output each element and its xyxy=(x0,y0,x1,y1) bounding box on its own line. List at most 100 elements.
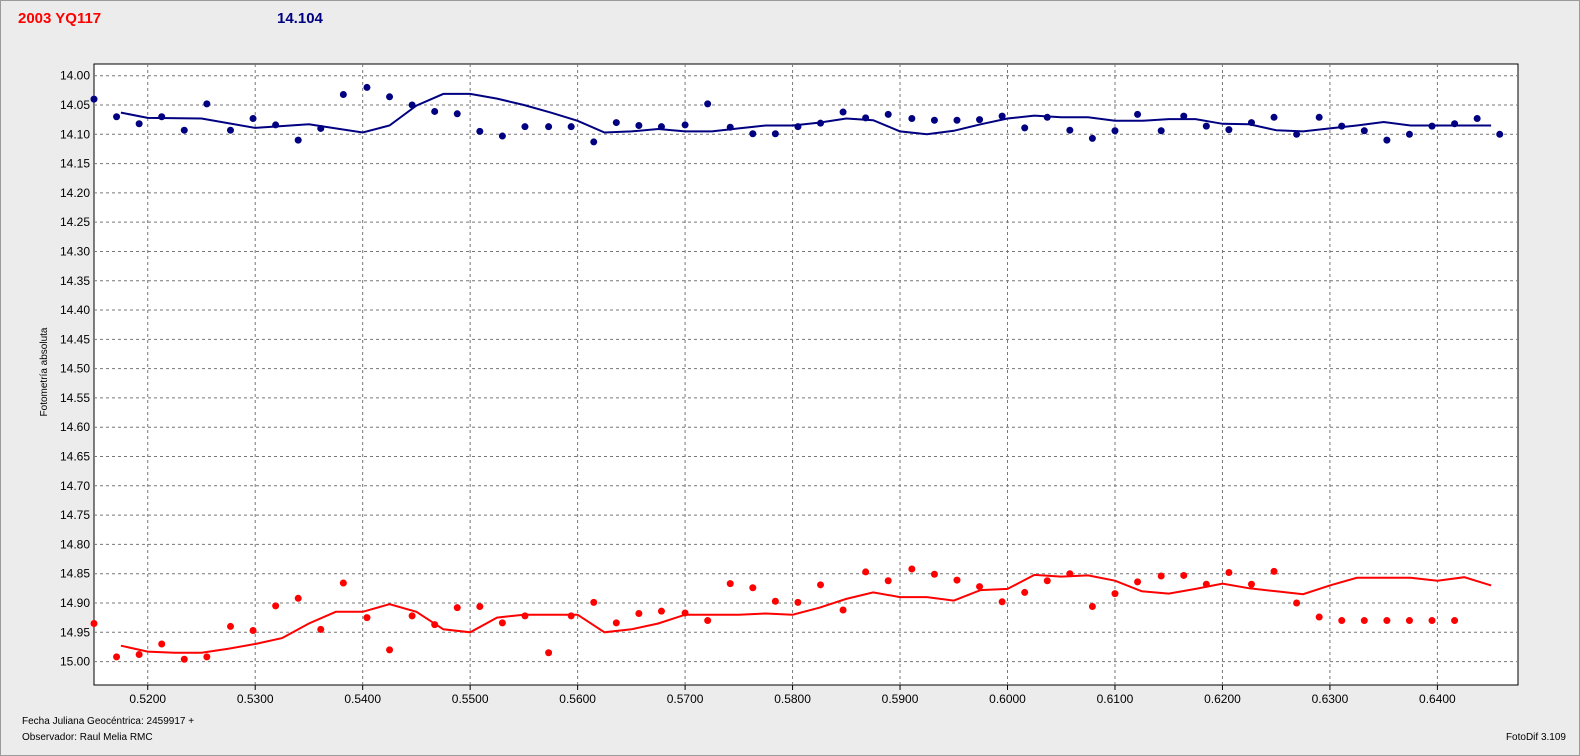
data-point xyxy=(771,597,779,605)
y-tick-label: 14.20 xyxy=(60,186,90,200)
x-tick-label: 0.5600 xyxy=(559,692,596,706)
data-point xyxy=(1088,602,1096,610)
y-tick-label: 14.50 xyxy=(60,362,90,376)
x-tick-label: 0.6100 xyxy=(1097,692,1134,706)
x-tick-label: 0.5400 xyxy=(344,692,381,706)
data-point xyxy=(862,114,870,122)
data-point xyxy=(226,126,234,134)
data-point xyxy=(1451,617,1459,625)
data-point xyxy=(817,119,825,127)
fit-line xyxy=(120,573,1492,654)
x-tick-label: 0.5500 xyxy=(452,692,489,706)
data-point xyxy=(953,116,961,124)
data-point xyxy=(726,123,734,131)
data-point xyxy=(431,621,439,629)
data-point xyxy=(545,123,553,131)
x-tick-label: 0.6400 xyxy=(1419,692,1456,706)
x-tick-label: 0.5700 xyxy=(667,692,704,706)
data-point xyxy=(1247,119,1255,127)
data-point xyxy=(1134,110,1142,118)
data-point xyxy=(657,607,665,615)
data-point xyxy=(1066,126,1074,134)
data-point xyxy=(203,100,211,108)
data-point xyxy=(203,653,211,661)
data-point xyxy=(839,606,847,614)
data-point xyxy=(635,122,643,130)
data-point xyxy=(1405,130,1413,138)
data-point xyxy=(1157,127,1165,135)
data-point xyxy=(726,580,734,588)
data-point xyxy=(363,614,371,622)
data-point xyxy=(930,116,938,124)
data-point xyxy=(1496,130,1504,138)
y-tick-label: 14.65 xyxy=(60,450,90,464)
data-point xyxy=(249,627,257,635)
data-point xyxy=(113,113,121,121)
data-point xyxy=(1360,127,1368,135)
data-point xyxy=(317,625,325,633)
y-tick-label: 14.90 xyxy=(60,596,90,610)
data-point xyxy=(294,594,302,602)
data-point xyxy=(1270,567,1278,575)
data-point xyxy=(249,114,257,122)
y-tick-label: 14.60 xyxy=(60,420,90,434)
data-point xyxy=(884,110,892,118)
data-point xyxy=(657,123,665,131)
plot-area xyxy=(93,63,1519,686)
y-tick-label: 14.75 xyxy=(60,508,90,522)
x-tick-label: 0.5200 xyxy=(129,692,166,706)
data-point xyxy=(1225,126,1233,134)
data-point xyxy=(386,646,394,654)
data-point xyxy=(158,113,166,121)
data-point xyxy=(294,136,302,144)
data-point xyxy=(113,653,121,661)
data-point xyxy=(1066,570,1074,578)
data-point xyxy=(976,116,984,124)
data-point xyxy=(908,565,916,573)
data-point xyxy=(1225,569,1233,577)
software-version-label: FotoDif 3.109 xyxy=(1505,732,1566,743)
data-point xyxy=(1428,122,1436,130)
data-point xyxy=(998,112,1006,120)
data-point xyxy=(1270,113,1278,121)
data-point xyxy=(339,579,347,587)
data-point xyxy=(408,612,416,620)
data-point xyxy=(1428,617,1436,625)
data-point xyxy=(839,108,847,116)
data-point xyxy=(408,101,416,109)
data-point xyxy=(1157,572,1165,580)
data-point xyxy=(590,138,598,146)
fit-line xyxy=(120,92,1492,136)
y-tick-label: 14.40 xyxy=(60,303,90,317)
data-point xyxy=(158,640,166,648)
data-point xyxy=(476,127,484,135)
data-point xyxy=(908,114,916,122)
data-point xyxy=(953,576,961,584)
data-point xyxy=(1338,617,1346,625)
julian-date-label: Fecha Juliana Geocéntrica: 2459917 + xyxy=(22,716,195,727)
data-point xyxy=(1360,617,1368,625)
comparison-value-label: 14.104 xyxy=(277,10,323,27)
x-tick-label: 0.6300 xyxy=(1312,692,1349,706)
data-point xyxy=(180,655,188,663)
data-point xyxy=(1293,130,1301,138)
data-point xyxy=(1315,113,1323,121)
data-point xyxy=(749,584,757,592)
data-point xyxy=(704,100,712,108)
data-point xyxy=(998,598,1006,606)
data-point xyxy=(612,619,620,627)
object-name-label: 2003 YQ117 xyxy=(18,10,102,27)
data-point xyxy=(794,123,802,131)
data-point xyxy=(862,568,870,576)
data-point xyxy=(226,622,234,630)
data-point xyxy=(521,612,529,620)
data-point xyxy=(431,107,439,115)
data-point xyxy=(1338,122,1346,130)
data-point xyxy=(681,121,689,129)
data-point xyxy=(1202,580,1210,588)
data-point xyxy=(1180,112,1188,120)
data-point xyxy=(90,95,98,103)
y-tick-label: 14.95 xyxy=(60,625,90,639)
x-tick-label: 0.6000 xyxy=(989,692,1026,706)
